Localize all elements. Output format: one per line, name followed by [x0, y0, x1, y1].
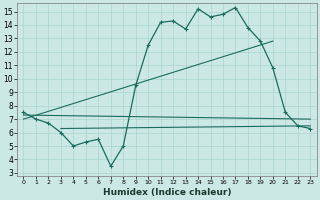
X-axis label: Humidex (Indice chaleur): Humidex (Indice chaleur) [103, 188, 231, 197]
